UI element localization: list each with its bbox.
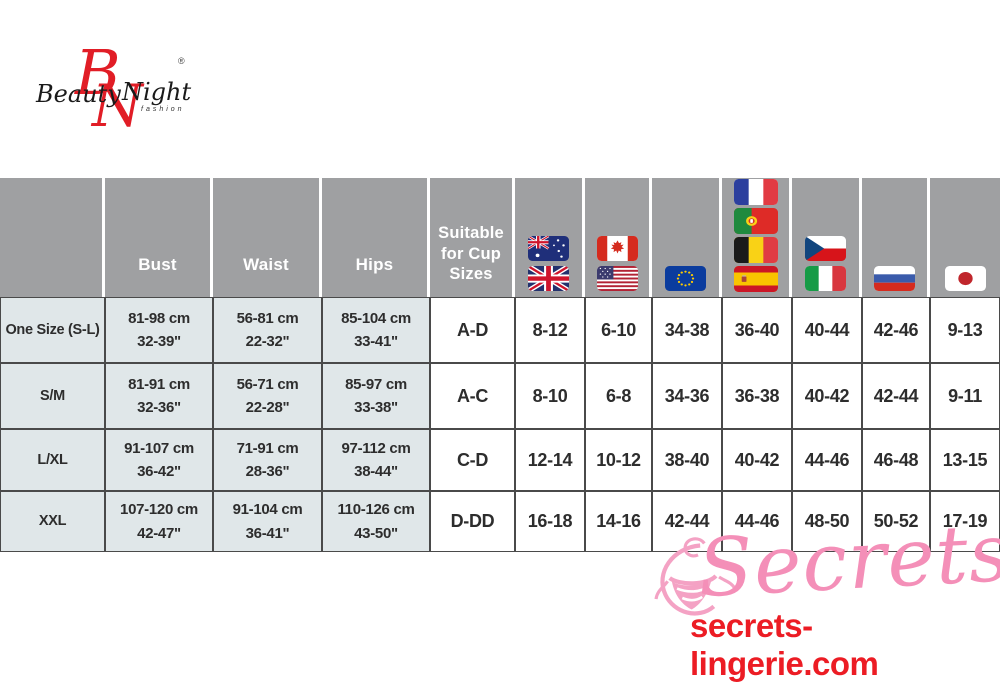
header-flags-canada-usa [585,178,652,297]
cell-bust: 81-98 cm 32-39" [105,297,213,363]
registered-trademark-symbol: ® [178,56,185,66]
cell-bust: 107-120 cm 42-47" [105,491,213,552]
cell-eu: 34-38 [652,297,722,363]
header-flags-japan [930,178,1000,297]
header-hips: Hips [322,178,430,297]
header-waist: Waist [213,178,322,297]
cell-size: L/XL [0,429,105,491]
cell-cup: A-C [430,363,515,429]
cell-hips: 97-112 cm 38-44" [322,429,430,491]
cell-cup: C-D [430,429,515,491]
cell-hips: 110-126 cm 43-50" [322,491,430,552]
flag-australia-icon [528,236,569,261]
header-bust: Bust [105,178,213,297]
logo-word-night: Night [122,78,192,106]
cell-ru: 42-46 [862,297,930,363]
flag-france-icon [733,179,778,205]
flag-czech-republic-icon [805,236,846,261]
cell-size: XXL [0,491,105,552]
flag-spain-icon [733,266,778,292]
cell-cz-it: 40-44 [792,297,862,363]
header-flags-eu [652,178,722,297]
bikini-icon [654,537,737,616]
cell-ca-us: 14-16 [585,491,652,552]
cell-ru: 50-52 [862,491,930,552]
flag-united-kingdom-icon [528,266,569,291]
flag-japan-icon [944,266,986,291]
cell-waist: 56-81 cm 22-32" [213,297,322,363]
page: { "brand": { "monogram_b": "B", "monogra… [0,36,1000,682]
logo-monogram-b: B [75,36,121,109]
cell-bust: 81-91 cm 32-36" [105,363,213,429]
cell-ru: 46-48 [862,429,930,491]
header-flags-france-portugal-belgium-spain [722,178,792,297]
cell-au-uk: 16-18 [515,491,585,552]
cell-hips: 85-97 cm 33-38" [322,363,430,429]
cell-cz-it: 40-42 [792,363,862,429]
beauty-night-logo: B N Beauty Night ® fashion [30,36,210,140]
site-url-watermark: secrets-lingerie.com [690,607,879,682]
cell-cup: D-DD [430,491,515,552]
flag-russia-icon [874,266,915,291]
header-label: Bust [138,254,177,274]
logo-monogram-n: N [92,72,143,140]
cell-fr: 44-46 [722,491,792,552]
cell-size: S/M [0,363,105,429]
logo-word-beauty: Beauty [36,80,121,108]
cell-bust: 91-107 cm 36-42" [105,429,213,491]
size-chart-table: Bust Waist Hips Suitable for Cup Sizes O… [0,178,1000,552]
cell-eu: 38-40 [652,429,722,491]
cell-ru: 42-44 [862,363,930,429]
cell-jp: 17-19 [930,491,1000,552]
flag-european-union-icon [665,266,706,291]
header-size [0,178,105,297]
cell-jp: 9-11 [930,363,1000,429]
header-label: Hips [355,254,394,274]
header-flags-russia [862,178,930,297]
cell-waist: 56-71 cm 22-28" [213,363,322,429]
flag-united-states-icon [596,266,638,291]
cell-cz-it: 44-46 [792,429,862,491]
cell-ca-us: 6-10 [585,297,652,363]
cell-cz-it: 48-50 [792,491,862,552]
cell-au-uk: 8-12 [515,297,585,363]
header-flags-czech-italy [792,178,862,297]
flag-portugal-icon [733,208,778,234]
cell-eu: 34-36 [652,363,722,429]
cell-jp: 9-13 [930,297,1000,363]
cell-waist: 71-91 cm 28-36" [213,429,322,491]
cell-fr: 40-42 [722,429,792,491]
flag-italy-icon [805,266,846,291]
logo-tagline: fashion [141,106,185,113]
cell-size: One Size (S-L) [0,297,105,363]
cell-cup: A-D [430,297,515,363]
cell-ca-us: 6-8 [585,363,652,429]
header-flags-australia-uk [515,178,585,297]
cell-au-uk: 12-14 [515,429,585,491]
flag-belgium-icon [733,237,778,263]
cell-jp: 13-15 [930,429,1000,491]
header-label: Waist [243,254,289,274]
header-cup-sizes: Suitable for Cup Sizes [430,178,515,297]
secrets-watermark: Secrets [695,505,1000,616]
cell-waist: 91-104 cm 36-41" [213,491,322,552]
flag-canada-icon [596,236,638,261]
cell-fr: 36-40 [722,297,792,363]
cell-hips: 85-104 cm 33-41" [322,297,430,363]
cell-fr: 36-38 [722,363,792,429]
cell-ca-us: 10-12 [585,429,652,491]
header-label: Suitable for Cup Sizes [438,224,504,284]
cell-au-uk: 8-10 [515,363,585,429]
